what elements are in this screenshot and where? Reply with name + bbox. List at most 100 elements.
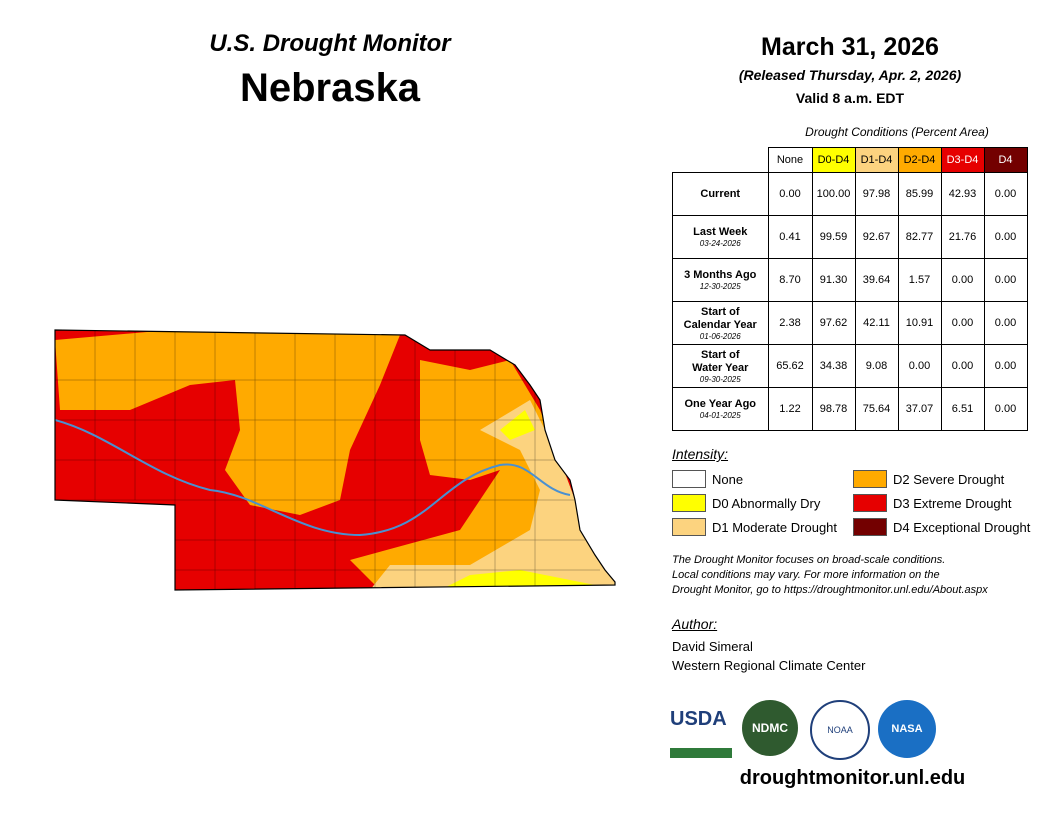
footer-url: droughtmonitor.unl.edu — [739, 767, 966, 789]
cell-value: 1.57 — [897, 258, 942, 302]
cell-value: 92.67 — [854, 215, 899, 259]
cell-value: 91.30 — [811, 258, 856, 302]
cell-value: 0.00 — [897, 344, 942, 388]
table-row: Current 0.00 100.00 97.98 85.99 42.93 0.00 — [672, 172, 1028, 216]
legend-swatch — [853, 494, 887, 512]
cell-value: 97.98 — [854, 172, 899, 216]
note-line: Local conditions may vary. For more info… — [672, 569, 940, 581]
legend-swatch — [853, 470, 887, 488]
program-title: U.S. Drought Monitor — [209, 30, 451, 57]
legend-item: D3 Extreme Drought — [853, 494, 1012, 512]
cell-value: 82.77 — [897, 215, 942, 259]
row-date: 01-06-2026 — [699, 331, 741, 341]
row-label: Current — [672, 172, 769, 216]
table-row: Start of Water Year 09-30-2025 65.62 34.38 9.… — [672, 344, 1028, 388]
cell-value: 0.00 — [767, 172, 813, 216]
logo: NASA — [878, 700, 936, 758]
map — [54, 329, 616, 591]
cell-value: 97.62 — [811, 301, 856, 345]
state-title: Nebraska — [239, 66, 421, 110]
row-label: Start of Calendar Year 01-06-2026 — [672, 301, 769, 345]
column-header: D3-D4 — [940, 147, 985, 173]
row-label-text: Start of — [701, 305, 740, 318]
column-header: D1-D4 — [854, 147, 899, 173]
legend-swatch — [672, 470, 706, 488]
note-line: The Drought Monitor focuses on broad-sca… — [672, 554, 946, 566]
logo-text: NDMC — [752, 721, 788, 735]
column-header: D0-D4 — [811, 147, 856, 173]
released: (Released Thursday, Apr. 2, 2026) — [738, 67, 962, 83]
table-caption: Drought Conditions (Percent Area) — [805, 125, 989, 139]
logo-text: NOAA — [827, 725, 853, 735]
cell-value: 34.38 — [811, 344, 856, 388]
cell-value: 42.93 — [940, 172, 985, 216]
row-label-text: Calendar Year — [683, 318, 757, 331]
logo: NOAA — [810, 700, 870, 760]
cell-value: 0.00 — [940, 344, 985, 388]
legend-label: D1 Moderate Drought — [712, 519, 838, 535]
cell-value: 0.00 — [940, 258, 985, 302]
valid: Valid 8 a.m. EDT — [795, 90, 905, 106]
legend-swatch — [672, 494, 706, 512]
cell-value: 21.76 — [940, 215, 985, 259]
table-row: 3 Months Ago 12-30-2025 8.70 91.30 39.64 1.57… — [672, 258, 1028, 302]
legend-title: Intensity: — [672, 446, 729, 462]
row-date: 09-30-2025 — [699, 374, 741, 384]
cell-value: 39.64 — [854, 258, 899, 302]
column-header: None — [767, 147, 813, 173]
cell-value: 6.51 — [940, 387, 985, 431]
cell-value: 37.07 — [897, 387, 942, 431]
row-label-text: Current — [700, 187, 741, 200]
cell-value: 2.38 — [767, 301, 813, 345]
table-row: Last Week 03-24-2026 0.41 99.59 92.67 82.77 21… — [672, 215, 1028, 259]
legend-label: D0 Abnormally Dry — [712, 495, 821, 511]
row-label: Last Week 03-24-2026 — [672, 215, 769, 259]
cell-value: 0.00 — [940, 301, 985, 345]
column-header: D4 — [983, 147, 1028, 173]
legend-item: D2 Severe Drought — [853, 470, 1004, 488]
logo: USDA — [670, 708, 732, 758]
row-label-text: 3 Months Ago — [684, 269, 757, 281]
date: March 31, 2026 — [761, 33, 939, 61]
logo-text: USDA — [670, 708, 727, 730]
cell-value: 8.70 — [767, 258, 813, 302]
legend-item: D0 Abnormally Dry — [672, 494, 820, 512]
cell-value: 0.00 — [983, 301, 1028, 345]
header-row: None D0-D4 D1-D4 D2-D4 D3-D4 D4 — [673, 147, 1028, 173]
legend-label: None — [712, 471, 744, 487]
corner — [673, 148, 769, 173]
cell-value: 0.41 — [767, 215, 813, 259]
logo-text: NASA — [891, 723, 923, 735]
cell-value: 0.00 — [983, 172, 1028, 216]
legend-swatch — [672, 518, 706, 536]
row-label-text: One Year Ago — [684, 398, 757, 410]
legend-item: D4 Exceptional Drought — [853, 518, 1030, 536]
author: David Simeral Western Regional Climate Ce… — [672, 637, 865, 675]
cell-value: 9.08 — [854, 344, 899, 388]
legend-label: D2 Severe Drought — [893, 471, 1005, 487]
cell-value: 0.00 — [983, 215, 1028, 259]
row-date: 04-01-2025 — [699, 411, 741, 420]
cell-value: 65.62 — [767, 344, 813, 388]
cell-value: 99.59 — [811, 215, 856, 259]
column-header: D2-D4 — [897, 147, 942, 173]
cell-value: 0.00 — [983, 387, 1028, 431]
row-date: 03-24-2026 — [699, 239, 741, 248]
logos: USDA NDMC NOAA NASA — [670, 700, 1030, 760]
row-label-text: Last Week — [693, 226, 748, 238]
legend-item: D1 Moderate Drought — [672, 518, 837, 536]
row-label-text: Water Year — [692, 361, 749, 374]
row-label: One Year Ago 04-01-2025 — [672, 387, 769, 431]
cell-value: 100.00 — [811, 172, 856, 216]
cell-value: 0.00 — [983, 258, 1028, 302]
cell-value: 98.78 — [811, 387, 856, 431]
author-title: Author: — [672, 616, 718, 632]
table-row: One Year Ago 04-01-2025 1.22 98.78 75.64 37.0… — [672, 387, 1028, 431]
cell-value: 42.11 — [854, 301, 899, 345]
table-row: Start of Calendar Year 01-06-2026 2.38 97.62… — [672, 301, 1028, 345]
note-line: Drought Monitor, go to https://droughtmo… — [672, 584, 988, 596]
legend-swatch — [853, 518, 887, 536]
cell-value: 10.91 — [897, 301, 942, 345]
cell-value: 1.22 — [767, 387, 813, 431]
